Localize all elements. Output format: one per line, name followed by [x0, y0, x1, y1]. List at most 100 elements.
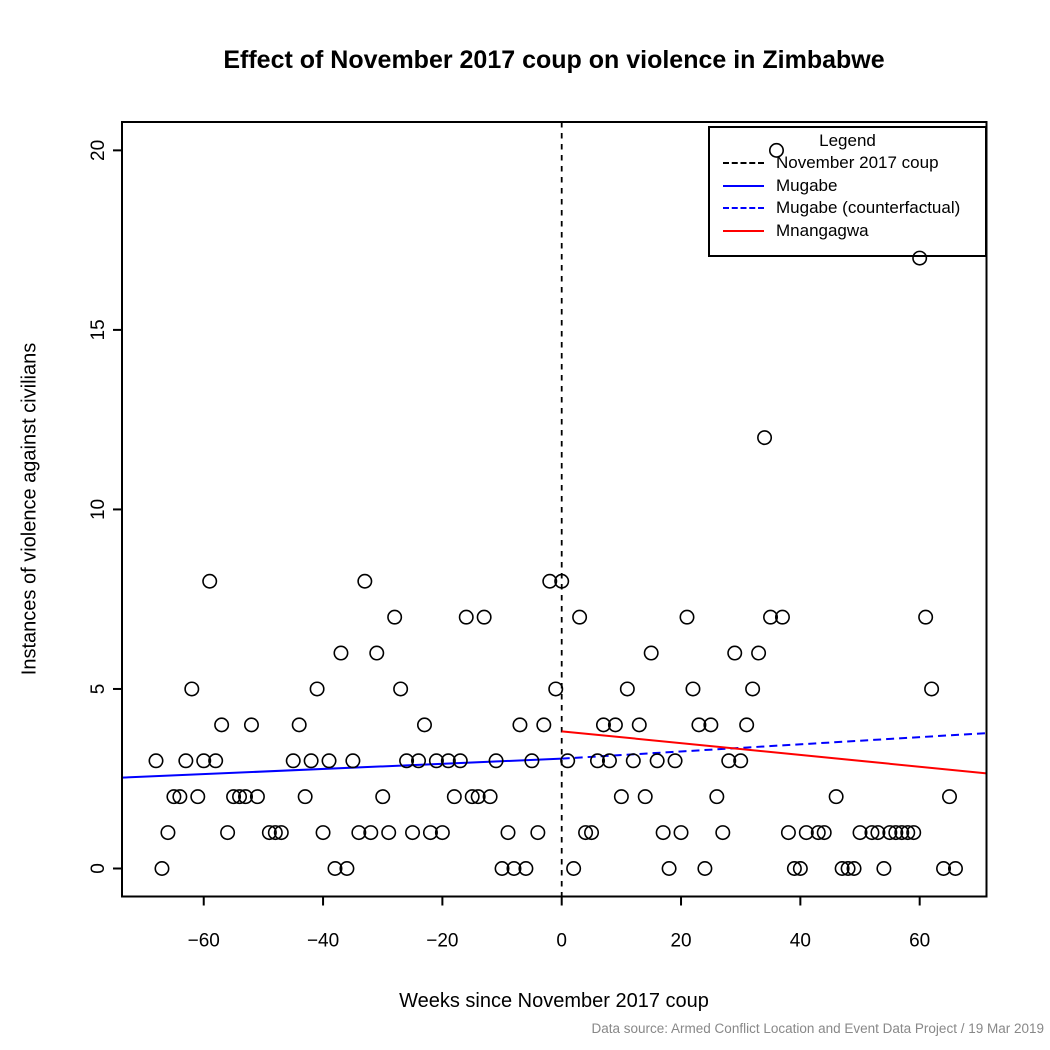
- data-point: [327, 860, 343, 876]
- data-point: [375, 789, 391, 805]
- data-point: [166, 789, 182, 805]
- data-point: [148, 753, 164, 769]
- data-point: [643, 645, 659, 661]
- data-point: [607, 717, 623, 733]
- x-tick-label: −60: [188, 931, 220, 952]
- y-tick-label: 10: [88, 499, 109, 520]
- data-point: [667, 753, 683, 769]
- data-point: [500, 825, 516, 841]
- data-point: [196, 753, 212, 769]
- data-point: [673, 825, 689, 841]
- data-point: [733, 753, 749, 769]
- data-point: [214, 717, 230, 733]
- legend-entry-counterfactual: Mugabe (counterfactual): [710, 197, 985, 220]
- data-point: [918, 609, 934, 625]
- data-point: [709, 789, 725, 805]
- data-point: [613, 789, 629, 805]
- data-point: [458, 609, 474, 625]
- data-point: [864, 825, 880, 841]
- data-point: [554, 573, 570, 589]
- data-point: [619, 681, 635, 697]
- data-point: [202, 573, 218, 589]
- data-point: [428, 753, 444, 769]
- y-axis-label: Instances of violence against civilians: [18, 342, 41, 676]
- data-point: [542, 573, 558, 589]
- scatter-points: [148, 142, 963, 876]
- legend-entry-label: Mugabe: [776, 175, 838, 195]
- data-point: [816, 825, 832, 841]
- data-point: [631, 717, 647, 733]
- data-point: [238, 789, 254, 805]
- legend-entry-mugabe: Mugabe: [710, 175, 985, 198]
- data-point: [572, 609, 588, 625]
- data-point: [739, 717, 755, 733]
- data-point: [357, 573, 373, 589]
- data-point: [243, 717, 259, 733]
- data-point: [393, 681, 409, 697]
- data-point: [792, 860, 808, 876]
- data-point: [405, 825, 421, 841]
- data-point: [590, 753, 606, 769]
- data-point: [249, 789, 265, 805]
- legend-entry-label: November 2017 coup: [776, 153, 939, 173]
- data-point: [369, 645, 385, 661]
- data-point: [470, 789, 486, 805]
- data-point: [154, 860, 170, 876]
- data-point: [160, 825, 176, 841]
- legend-entry-coup: November 2017 coup: [710, 152, 985, 175]
- data-point: [399, 753, 415, 769]
- data-point: [595, 717, 611, 733]
- legend-entry-label: Mnangagwa: [776, 220, 869, 240]
- data-point: [774, 609, 790, 625]
- data-point: [411, 753, 427, 769]
- x-tick-label: 20: [670, 931, 691, 952]
- y-tick-label: 20: [88, 140, 109, 161]
- data-point: [703, 717, 719, 733]
- data-point: [745, 681, 761, 697]
- x-tick-label: −20: [426, 931, 458, 952]
- legend-entry-label: Mugabe (counterfactual): [776, 198, 961, 218]
- data-point: [727, 645, 743, 661]
- data-point: [906, 825, 922, 841]
- data-point: [184, 681, 200, 697]
- data-point: [190, 789, 206, 805]
- data-point: [786, 860, 802, 876]
- trend-line-mugabe: [121, 757, 562, 779]
- data-point: [518, 860, 534, 876]
- data-point: [947, 860, 963, 876]
- data-source-caption: Data source: Armed Conflict Location and…: [591, 1021, 1045, 1036]
- data-point: [387, 609, 403, 625]
- data-point: [363, 825, 379, 841]
- data-point: [584, 825, 600, 841]
- data-point: [566, 860, 582, 876]
- chart-title: Effect of November 2017 coup on violence…: [223, 46, 885, 74]
- data-point: [548, 681, 564, 697]
- data-point: [924, 681, 940, 697]
- y-tick-label: 15: [88, 319, 109, 340]
- trend-lines: [121, 730, 987, 779]
- data-point: [506, 860, 522, 876]
- data-point: [261, 825, 277, 841]
- data-point: [757, 430, 773, 446]
- legend-entry-mnangagwa: Mnangagwa: [710, 220, 985, 243]
- data-point: [936, 860, 952, 876]
- data-point: [333, 645, 349, 661]
- data-point: [488, 753, 504, 769]
- trend-line-mnangagwa: [561, 730, 987, 775]
- data-point: [303, 753, 319, 769]
- dashed-blue-line-sample: [723, 207, 764, 210]
- x-tick-label: −40: [307, 931, 339, 952]
- data-point: [870, 825, 886, 841]
- data-point: [434, 825, 450, 841]
- data-point: [321, 753, 337, 769]
- data-point: [530, 825, 546, 841]
- data-point: [172, 789, 188, 805]
- data-point: [679, 609, 695, 625]
- legend-title: Legend: [819, 131, 876, 150]
- data-point: [661, 860, 677, 876]
- data-point: [828, 789, 844, 805]
- data-point: [452, 753, 468, 769]
- data-point: [942, 789, 958, 805]
